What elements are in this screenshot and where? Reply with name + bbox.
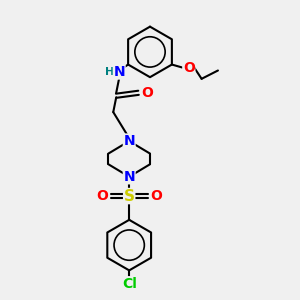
- Text: O: O: [97, 189, 108, 203]
- Text: Cl: Cl: [122, 277, 136, 291]
- Text: S: S: [124, 189, 135, 204]
- Text: N: N: [123, 170, 135, 184]
- Text: O: O: [142, 86, 153, 100]
- Text: H: H: [105, 67, 114, 77]
- Text: N: N: [123, 134, 135, 148]
- Text: N: N: [113, 65, 125, 79]
- Text: O: O: [183, 61, 195, 74]
- Text: O: O: [150, 189, 162, 203]
